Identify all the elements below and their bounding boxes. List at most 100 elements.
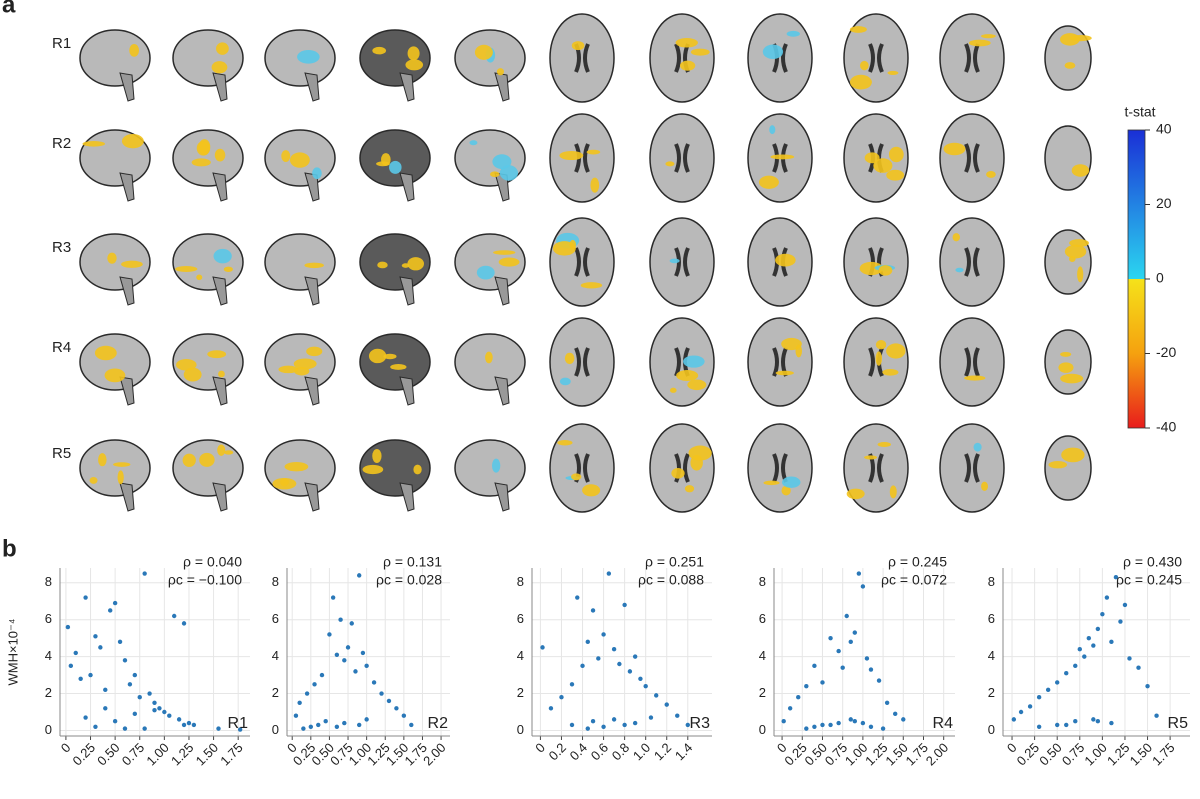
point	[1064, 671, 1069, 676]
point	[868, 724, 874, 729]
point	[796, 695, 801, 700]
annotation: ρ = 0.251	[645, 554, 704, 570]
activation-blob	[758, 175, 779, 189]
point	[1077, 647, 1082, 652]
activation-blob	[782, 476, 801, 488]
activation-blob	[107, 252, 117, 264]
y-tick-label: 6	[272, 611, 279, 626]
activation-blob	[498, 257, 520, 267]
y-tick-label: 4	[759, 648, 766, 663]
point	[643, 683, 648, 689]
ventricle	[964, 247, 980, 277]
brain-slice	[549, 423, 615, 513]
y-tick-label: 4	[272, 648, 279, 663]
point	[409, 722, 414, 728]
brain-slice	[1044, 435, 1092, 501]
point	[342, 658, 347, 663]
point	[319, 672, 325, 678]
x-tick-label: 1.25	[168, 740, 197, 769]
x-tick-label: 1.25	[1104, 740, 1133, 769]
x-tick-label: 1.4	[672, 740, 695, 763]
point	[108, 608, 113, 613]
panel-region-label: R1	[228, 715, 249, 732]
activation-blob	[873, 158, 893, 173]
point	[820, 722, 825, 728]
activation-blob	[878, 265, 893, 276]
x-tick-label: 1.2	[651, 740, 674, 763]
ventricle	[574, 347, 590, 377]
activation-blob	[496, 68, 504, 76]
brain-stem	[399, 376, 415, 406]
activation-blob	[690, 48, 710, 56]
activation-blob	[846, 488, 865, 500]
activation-blob	[476, 265, 495, 280]
point	[1145, 683, 1150, 689]
point	[353, 669, 358, 674]
point	[176, 717, 182, 722]
annotation: ρc = 0.028	[376, 572, 442, 588]
point	[836, 720, 841, 726]
brain-slice	[1044, 329, 1092, 395]
activation-blob	[175, 265, 198, 273]
point	[622, 722, 627, 728]
activation-blob	[223, 266, 233, 272]
activation-blob	[669, 258, 680, 264]
x-tick-label: 1.0	[630, 740, 653, 763]
x-tick-label: 0.8	[609, 740, 632, 763]
point	[308, 724, 314, 729]
point	[1109, 720, 1114, 726]
point	[1011, 717, 1017, 722]
brain-stem	[212, 276, 228, 306]
activation-blob	[389, 160, 402, 174]
point	[103, 687, 108, 693]
point	[304, 691, 310, 696]
row-label: R1	[52, 35, 71, 52]
point	[65, 624, 71, 630]
point	[360, 650, 366, 656]
colorbar-tick-label: 40	[1156, 121, 1172, 137]
point	[585, 639, 590, 645]
point	[893, 711, 898, 717]
brain-slice	[359, 333, 431, 391]
brain-stem	[304, 482, 320, 512]
ventricle	[964, 143, 980, 173]
brain-stem	[119, 172, 135, 202]
point	[181, 621, 187, 626]
point	[1036, 695, 1042, 700]
point	[844, 613, 849, 619]
point	[860, 720, 866, 726]
activation-blob	[882, 368, 899, 376]
activation-blob	[875, 340, 887, 350]
y-tick-label: 6	[45, 611, 52, 626]
x-tick-label: 1.50	[193, 740, 222, 769]
point	[812, 724, 817, 729]
point	[852, 719, 858, 724]
point	[162, 709, 167, 715]
point	[632, 720, 638, 726]
activation-blob	[875, 351, 883, 366]
point	[638, 676, 643, 681]
y-tick-label: 2	[45, 685, 52, 700]
point	[1064, 722, 1069, 728]
brain-slice	[939, 113, 1005, 203]
point	[1036, 724, 1042, 729]
brain-slice	[843, 317, 909, 407]
y-tick-label: 0	[272, 722, 279, 737]
annotation: ρc = 0.088	[638, 572, 704, 588]
activation-blob	[1071, 164, 1090, 177]
point	[852, 630, 858, 635]
brain-slice	[843, 217, 909, 307]
activation-blob	[413, 464, 422, 475]
brain-stem	[119, 276, 135, 306]
brain-stem	[212, 172, 228, 202]
brain-slice	[172, 233, 244, 291]
activation-blob	[864, 455, 878, 460]
brain-slice	[649, 13, 715, 103]
panel-region-label: R2	[428, 715, 449, 732]
point	[828, 722, 833, 728]
point	[860, 584, 866, 589]
brain-stem	[494, 72, 510, 102]
brain-slice	[79, 439, 151, 497]
activation-blob	[129, 43, 140, 57]
point	[1095, 719, 1101, 724]
